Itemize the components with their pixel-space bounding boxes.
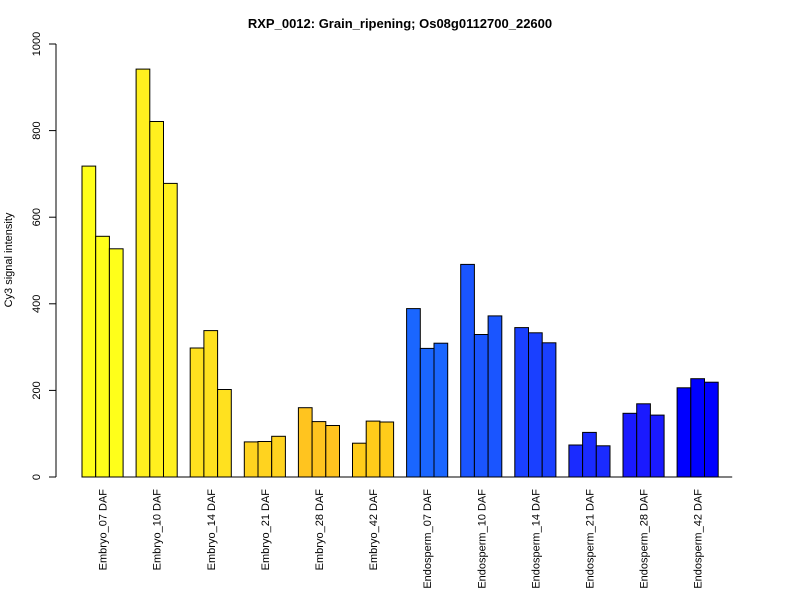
y-tick-label: 1000 [31, 32, 43, 56]
bar [473, 334, 489, 478]
bar [189, 347, 205, 478]
y-axis: 0 200 400 600 800 1000 [31, 32, 57, 480]
bar [81, 165, 97, 478]
bar [419, 347, 435, 478]
x-axis: Embryo_07 DAF Embryo_10 DAF Embryo_14 DAF E… [82, 476, 733, 589]
x-tick-label: Endosperm_14 DAF [530, 489, 542, 589]
x-tick-label: Embryo_07 DAF [98, 489, 110, 571]
bar [325, 425, 340, 478]
bar [622, 412, 638, 478]
bar [528, 332, 543, 478]
bar [365, 420, 381, 478]
bar [217, 389, 232, 478]
bar [704, 381, 719, 478]
bar [271, 435, 286, 478]
y-tick-label: 600 [31, 208, 43, 226]
x-tick-label: Embryo_28 DAF [314, 489, 326, 571]
x-tick-label: Embryo_14 DAF [206, 489, 218, 571]
bar [203, 330, 219, 478]
bar [243, 441, 259, 478]
bar [595, 445, 611, 478]
bar [95, 235, 110, 478]
bar [297, 407, 313, 478]
bar [406, 308, 421, 478]
bar [163, 182, 178, 478]
bar [649, 414, 665, 478]
bar [487, 315, 503, 478]
x-tick-label: Endosperm_07 DAF [422, 489, 434, 589]
bars-group [81, 68, 719, 478]
chart-title: RXP_0012: Grain_ripening; Os08g0112700_2… [248, 16, 552, 31]
bar [108, 248, 124, 478]
bar [568, 444, 584, 478]
x-tick-label: Embryo_42 DAF [368, 489, 380, 571]
y-axis-label: Cy3 signal intensity [3, 212, 15, 307]
y-tick-label: 200 [31, 381, 43, 399]
bar [460, 263, 475, 478]
bar [149, 121, 165, 478]
bar [582, 431, 597, 478]
bar [352, 442, 367, 478]
bar [514, 327, 529, 478]
bar [311, 421, 327, 478]
x-tick-label: Endosperm_42 DAF [693, 489, 705, 589]
x-tick-label: Embryo_21 DAF [260, 489, 272, 571]
x-tick-label: Endosperm_28 DAF [639, 489, 651, 589]
y-tick-label: 800 [31, 121, 43, 139]
bar [379, 421, 395, 478]
bar [636, 403, 651, 478]
bar [257, 441, 273, 478]
x-tick-label: Endosperm_21 DAF [585, 489, 597, 589]
y-tick-label: 400 [31, 295, 43, 313]
x-tick-label: Endosperm_10 DAF [476, 489, 488, 589]
x-tick-label: Embryo_10 DAF [152, 489, 164, 571]
bar [433, 342, 449, 478]
bar [541, 342, 557, 478]
bar [690, 378, 705, 478]
y-tick-label: 0 [31, 474, 43, 480]
bar [135, 68, 151, 478]
bar [676, 387, 692, 478]
